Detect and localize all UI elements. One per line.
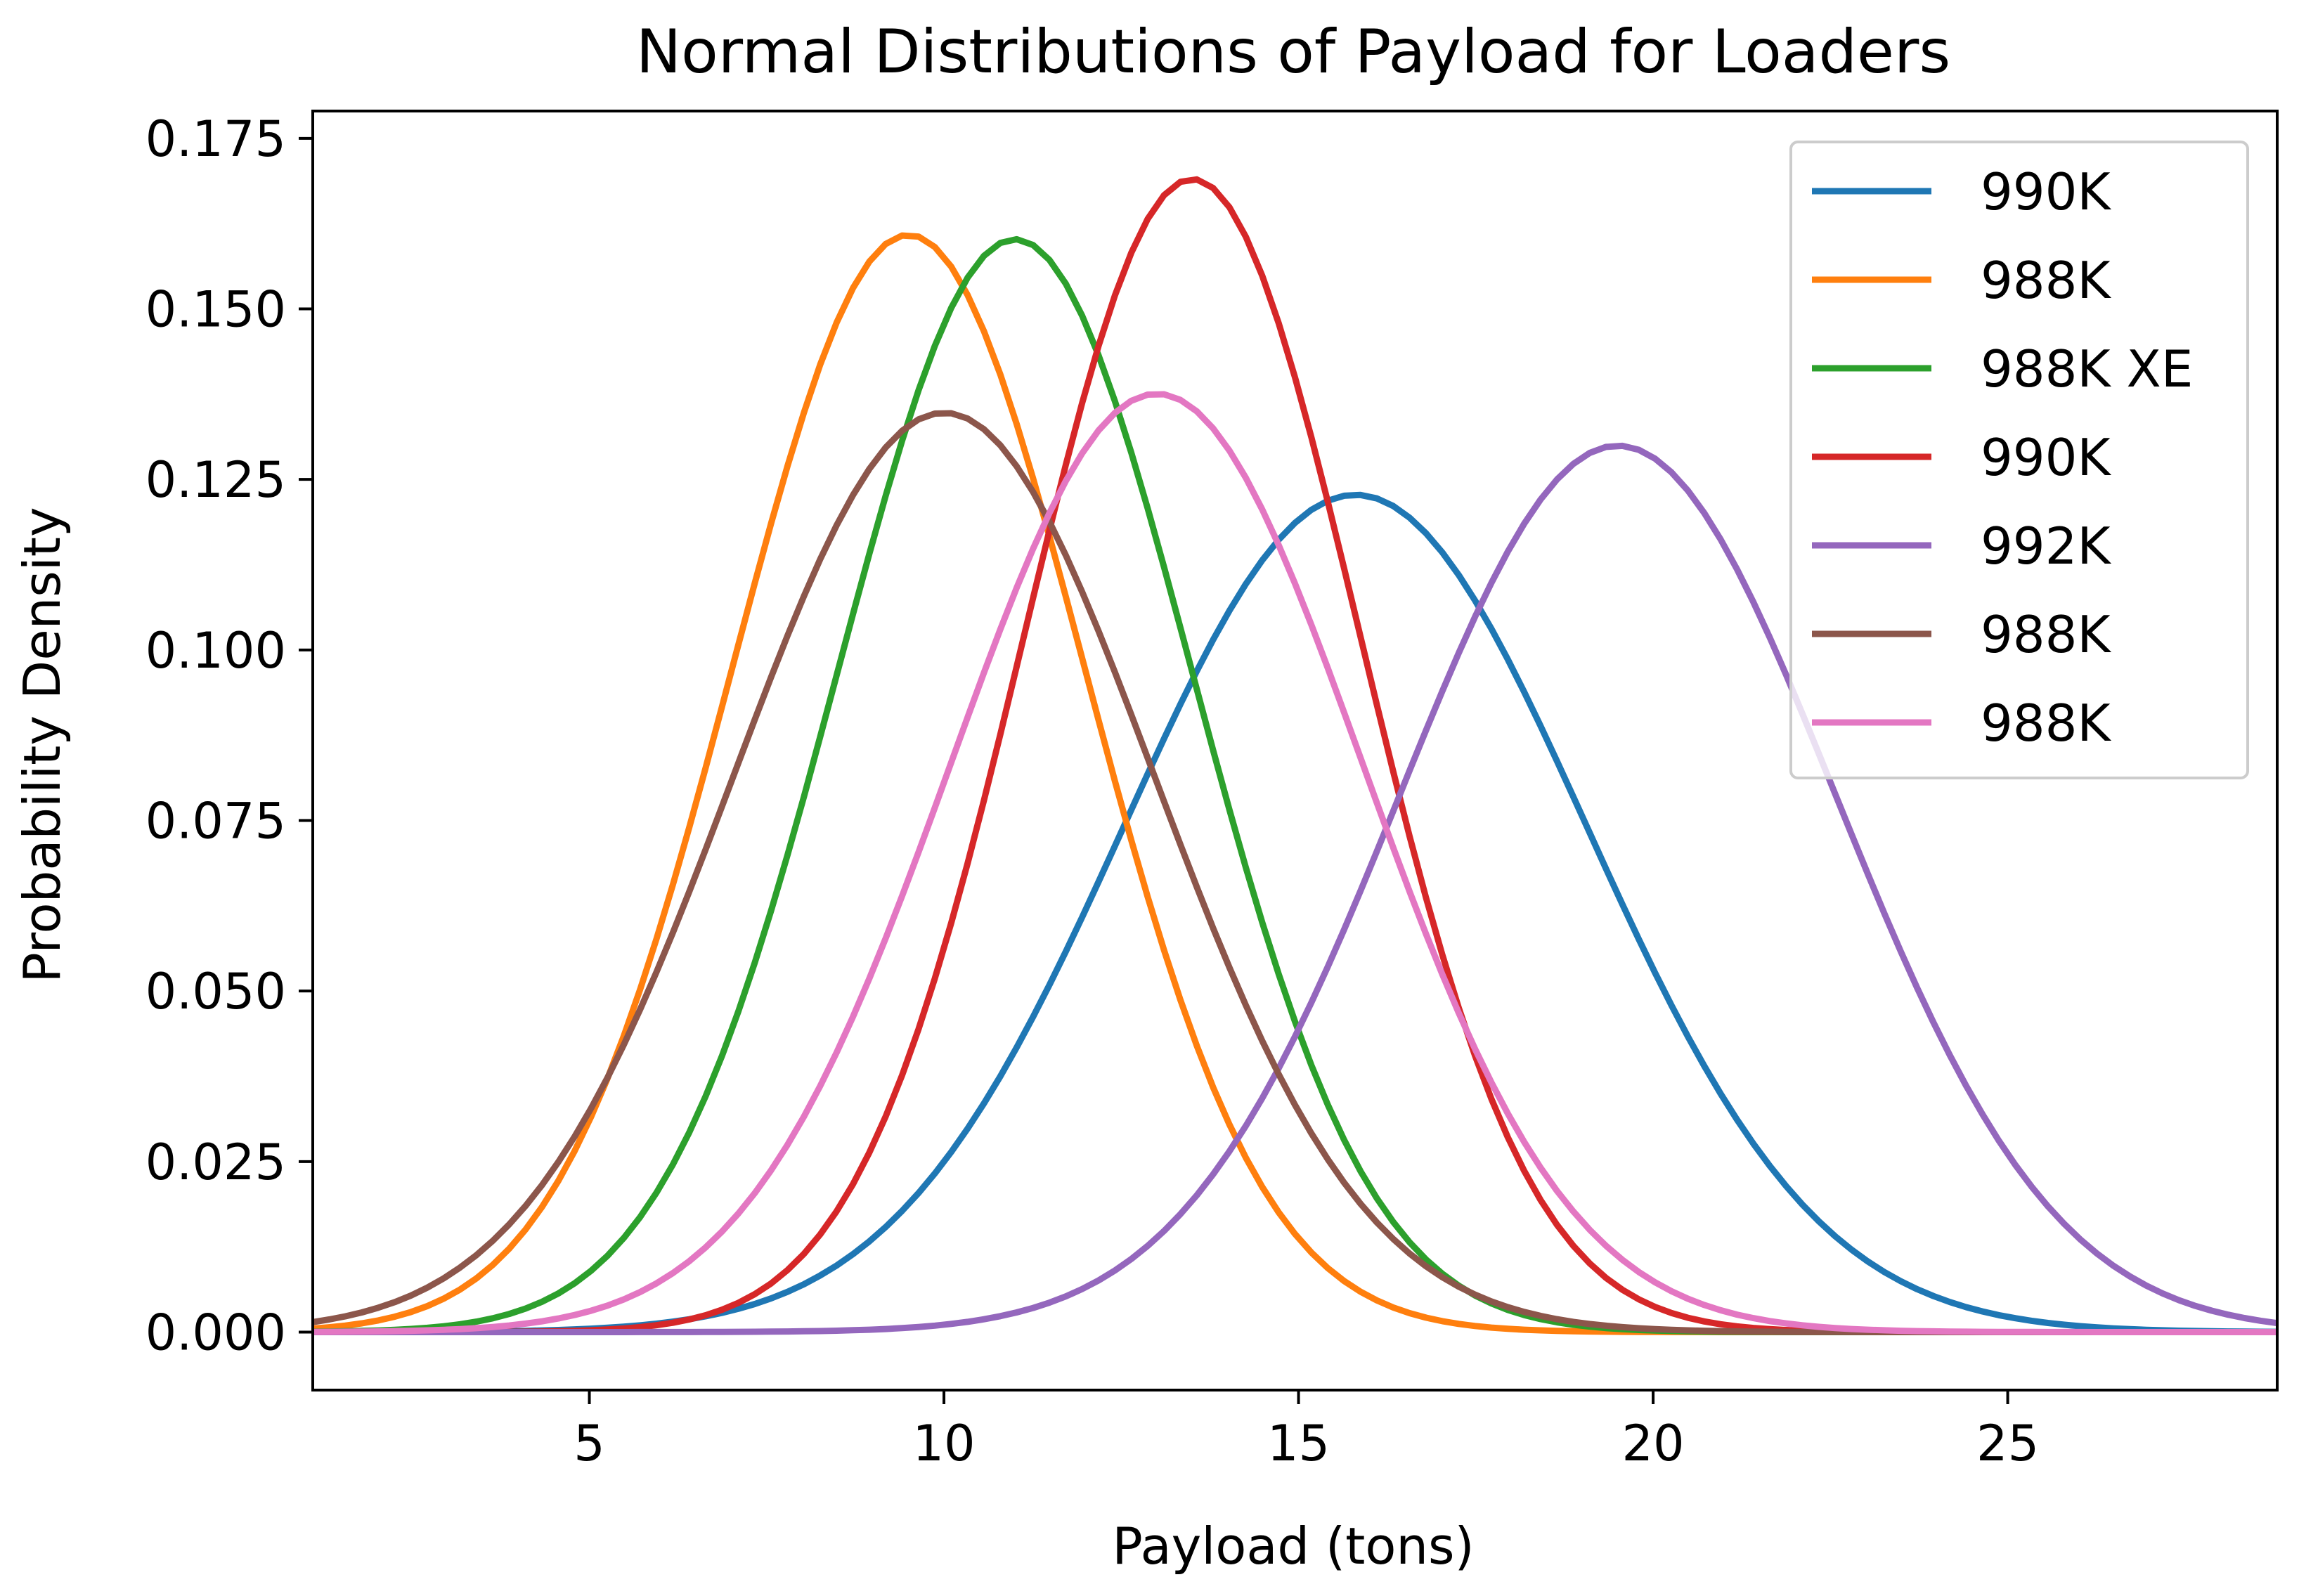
- y-tick-label: 0.175: [145, 110, 286, 168]
- x-tick-label: 20: [1622, 1415, 1685, 1472]
- y-tick-label: 0.000: [145, 1304, 286, 1361]
- x-tick-label: 15: [1267, 1415, 1330, 1472]
- chart-title: Normal Distributions of Payload for Load…: [636, 17, 1950, 87]
- plot-lines: [312, 176, 2278, 1335]
- legend-label: 988K: [1981, 694, 2111, 753]
- series-line-7: [312, 391, 2277, 1335]
- y-tick-label: 0.100: [145, 622, 286, 680]
- legend-label: 988K XE: [1981, 339, 2193, 398]
- legend-label: 990K: [1981, 428, 2111, 487]
- series-line-5: [313, 442, 2278, 1335]
- x-axis-label: Payload (tons): [1112, 1517, 1474, 1576]
- y-tick-label: 0.125: [145, 451, 286, 509]
- x-tick-label: 25: [1976, 1415, 2039, 1472]
- legend-label: 990K: [1981, 162, 2111, 221]
- legend-box: [1789, 141, 2249, 779]
- y-tick-label: 0.150: [145, 280, 286, 338]
- x-tick-label: 5: [574, 1415, 605, 1472]
- x-axis: 5 10 15 20 25: [574, 1390, 2039, 1472]
- y-tick-label: 0.050: [145, 963, 286, 1020]
- y-tick-label: 0.075: [145, 792, 286, 850]
- legend-label: 988K: [1981, 251, 2111, 310]
- y-tick-label: 0.025: [145, 1134, 286, 1191]
- y-axis-label: Probability Density: [13, 507, 72, 982]
- legend-label: 988K: [1981, 605, 2111, 664]
- legend: 990K 988K 988K XE 990K 992K 988K 988K: [1789, 141, 2249, 779]
- x-tick-label: 10: [912, 1415, 975, 1472]
- legend-label: 992K: [1981, 517, 2111, 576]
- plot-frame: [311, 110, 2279, 1391]
- y-axis: 0.000 0.025 0.050 0.075 0.100 0.125 0.150 0.175: [145, 110, 313, 1361]
